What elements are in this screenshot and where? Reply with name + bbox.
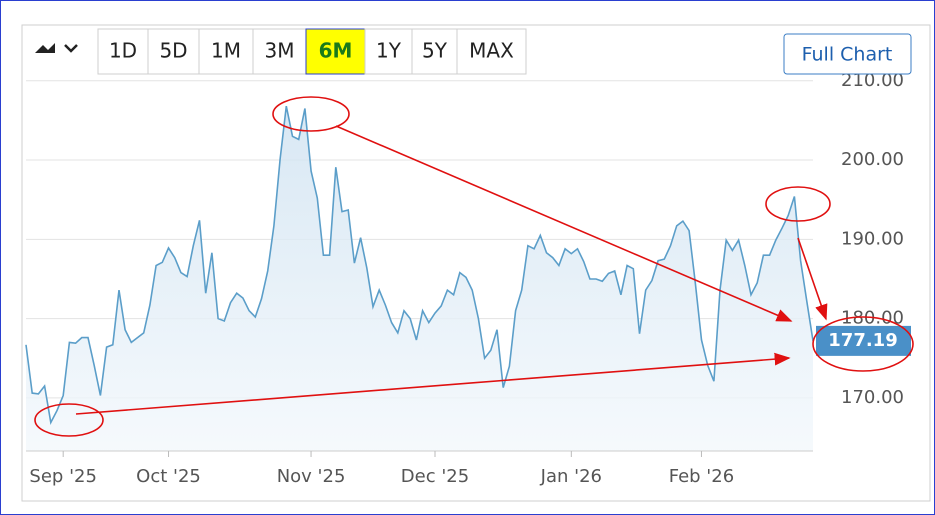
full-chart-button[interactable] — [783, 33, 912, 75]
last-value-box — [816, 325, 911, 356]
dropdown-arrow[interactable] — [64, 44, 78, 53]
full-chart-label[interactable]: Full Chart — [802, 44, 893, 66]
range-button-label[interactable]: 5Y — [422, 39, 448, 63]
annotation-arrow — [75, 352, 791, 415]
y-tick-label: 210.00 — [841, 70, 904, 91]
annotation-ellipse — [272, 96, 350, 132]
annotation-arrow — [335, 125, 793, 322]
range-button-label[interactable]: 1D — [109, 39, 137, 63]
x-tick-label: Sep '25 — [29, 466, 97, 487]
x-tick-label: Oct '25 — [136, 466, 201, 487]
x-tick-label: Feb '26 — [669, 466, 734, 487]
annotations — [34, 96, 914, 437]
range-button[interactable] — [252, 28, 307, 75]
x-tick-label: Jan '26 — [540, 466, 602, 487]
last-value-label: 177.19 — [828, 330, 897, 351]
range-button-label[interactable]: 3M — [265, 39, 295, 63]
line — [25, 105, 814, 425]
range-button[interactable] — [198, 28, 254, 75]
annotation-ellipse — [812, 316, 914, 372]
range-button-label[interactable]: 1M — [211, 39, 241, 63]
y-tick-label: 200.00 — [841, 149, 904, 170]
annotation-arrow — [797, 237, 828, 321]
annotation-ellipse — [34, 403, 104, 437]
range-button-label[interactable]: 1Y — [376, 39, 402, 63]
chart-type-icon[interactable] — [35, 43, 55, 53]
range-button[interactable] — [97, 28, 149, 75]
range-button-label[interactable]: MAX — [469, 39, 514, 63]
range-button[interactable] — [411, 28, 458, 75]
range-button[interactable] — [147, 28, 200, 75]
x-tick-label: Dec '25 — [401, 466, 469, 487]
range-button[interactable] — [305, 28, 366, 75]
y-tick-label: 170.00 — [841, 387, 904, 408]
x-tick-label: Nov '25 — [277, 466, 346, 487]
annotation-ellipse — [765, 186, 831, 222]
range-button[interactable] — [364, 28, 413, 75]
range-button-label[interactable]: 6M — [319, 39, 353, 63]
area — [26, 106, 813, 451]
range-button-label[interactable]: 5D — [159, 39, 187, 63]
range-button[interactable] — [456, 28, 527, 75]
y-tick-label: 190.00 — [841, 228, 904, 249]
